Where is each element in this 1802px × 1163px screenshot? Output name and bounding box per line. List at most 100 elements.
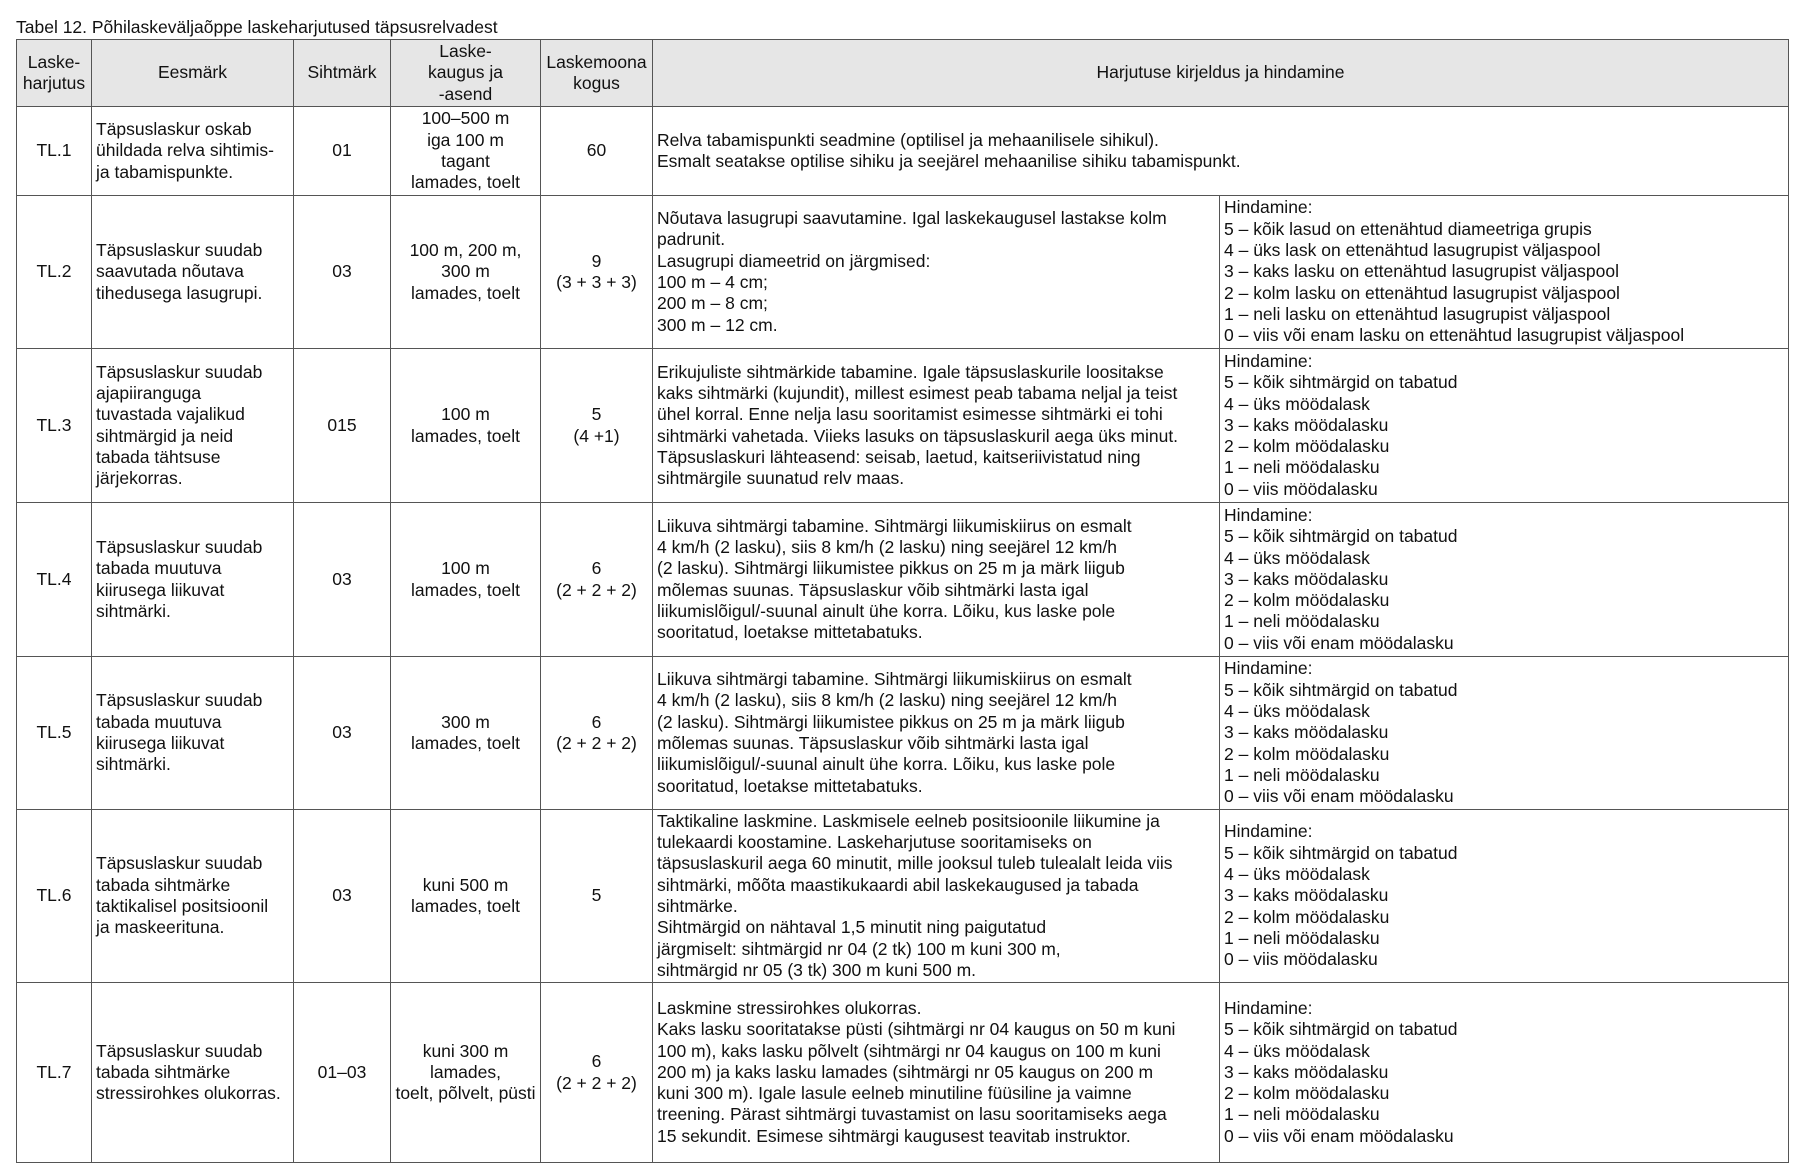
header-text: harjutus [22, 73, 86, 93]
goal-line: ja maskeerituna. [96, 917, 225, 938]
goal-line: ja tabamispunkte. [96, 161, 234, 182]
scoring-line: 0 – viis möödalasku [1224, 949, 1378, 970]
goal-line: Täpsuslaskur suudab [96, 1040, 263, 1061]
ammo-cell: 5 [540, 809, 653, 983]
scoring-line: 2 – kolm möödalasku [1224, 1083, 1390, 1104]
description-line: ühel korral. Enne nelja lasu sooritamist… [657, 404, 1163, 425]
goal-line: kiirusega liikuvat [96, 579, 225, 600]
description-line: kuni 300 m). Igale lasule eelneb minutil… [657, 1083, 1132, 1104]
distance-line: lamades, toelt [411, 579, 520, 600]
description-line: sihtmärke. [657, 896, 738, 916]
exercise-id-cell: TL.4 [16, 502, 92, 657]
target-cell: 03 [293, 195, 391, 349]
exercise-id: TL.5 [36, 722, 72, 743]
goal-line: sihtmärgid ja neid [96, 425, 234, 446]
goal-line: tabada muutuva [96, 711, 222, 732]
scoring-line: 4 – üks möödalask [1224, 864, 1370, 885]
description-line: sihtmärki, mõõta maastikukaardi abil las… [657, 874, 1139, 895]
scoring-line: 3 – kaks möödalasku [1224, 885, 1389, 906]
header-description: Harjutuse kirjeldus ja hindamine [651, 39, 1790, 107]
scoring-line: 5 – kõik sihtmärgid on tabatud [1224, 842, 1458, 863]
goal-cell: Täpsuslaskur suudab tabada sihtmärke takti… [91, 809, 294, 983]
distance-line: 100–500 m [421, 108, 510, 129]
header-exercise: Laske-harjutus [16, 39, 92, 107]
goal-line: tabada sihtmärke [96, 1061, 231, 1082]
scoring-cell: Hindamine: 5 – kõik lasud on ettenähtud d… [1218, 195, 1790, 349]
distance-line: 100 m [441, 558, 490, 579]
scoring-line: 3 – kaks möödalasku [1224, 568, 1389, 589]
distance-cell: kuni 500 m lamades, toelt [390, 809, 541, 983]
distance-line: 300 m [441, 261, 490, 282]
scoring-line: 1 – neli lasku on ettenähtud lasugrupist… [1224, 303, 1611, 324]
distance-line: lamades, toelt [411, 425, 520, 446]
header-text: Laske- [27, 51, 81, 72]
distance-line: lamades, toelt [411, 733, 520, 753]
header-row: Laske-harjutus Eesmärk Sihtmärk Laske-kaugu… [16, 39, 1790, 107]
goal-line: tuvastada vajalikud [96, 404, 245, 425]
exercise-id-cell: TL.1 [16, 106, 92, 196]
header-text: Laske- [439, 41, 492, 62]
scoring-line: 4 – üks möödalask [1224, 1040, 1370, 1061]
header-target: Sihtmärk [293, 39, 391, 107]
description-line: Laskmine stressirohkes olukorras. [657, 997, 922, 1018]
distance-line: 300 m [441, 711, 490, 732]
scoring-line: 3 – kaks möödalasku [1224, 722, 1389, 743]
exercise-id-cell: TL.5 [16, 656, 92, 810]
ammo-line: 5 [591, 404, 602, 425]
header-text: Eesmärk [157, 62, 228, 83]
distance-line: toelt, põlvelt, püsti [395, 1083, 536, 1104]
table-row: TL.1 Täpsuslaskur oskab ühildada relva sih… [16, 106, 1790, 196]
scoring-line: 3 – kaks möödalasku [1224, 1061, 1389, 1082]
description-line: sooritatud, loetakse mittetabatuks. [657, 775, 923, 796]
description-line: 200 m – 8 cm; [657, 293, 768, 314]
description-line: 15 sekundit. Esimese sihtmärgi kaugusest… [657, 1125, 1131, 1146]
description-line: Relva tabamispunkti seadmine (optilisel … [657, 129, 1159, 150]
description-line: sihtmärki vahetada. Viieks lasuks on täp… [657, 425, 1179, 446]
scoring-cell: Hindamine: 5 – kõik sihtmärgid on tabatud… [1218, 348, 1790, 503]
goal-line: tihedusega lasugrupi. [96, 282, 263, 303]
target-value: 03 [332, 261, 352, 282]
scoring-cell: Hindamine: 5 – kõik sihtmärgid on tabatud… [1218, 809, 1790, 983]
goal-line: Täpsuslaskur suudab [96, 690, 263, 711]
goal-cell: Täpsuslaskur suudab tabada muutuva kiiruse… [91, 502, 294, 657]
ammo-line: (2 + 2 + 2) [556, 733, 637, 753]
scoring-line: 1 – neli möödalasku [1224, 764, 1380, 785]
description-line: 4 km/h (2 lasku), siis 8 km/h (2 lasku) … [657, 536, 1118, 557]
scoring-line: 2 – kolm möödalasku [1224, 590, 1390, 611]
scoring-line: 0 – viis või enam möödalasku [1224, 632, 1454, 653]
scoring-line: 5 – kõik sihtmärgid on tabatud [1224, 372, 1458, 393]
target-value: 03 [332, 568, 352, 589]
header-distance: Laske-kaugus ja -asend [390, 39, 541, 107]
goal-cell: Täpsuslaskur suudab saavutada nõutava tihe… [91, 195, 294, 349]
ammo-line: 60 [586, 140, 607, 161]
ammo-line: 6 [591, 1051, 602, 1072]
description-line: mõlemas suunas. Täpsuslaskur võib sihtmä… [657, 733, 1089, 753]
scoring-line: 3 – kaks lasku on ettenähtud lasugrupist… [1224, 261, 1619, 282]
scoring-line: 5 – kõik sihtmärgid on tabatud [1224, 1019, 1458, 1040]
distance-cell: 100 m lamades, toelt [390, 502, 541, 657]
scoring-line: 0 – viis või enam möödalasku [1224, 786, 1454, 807]
ammo-line: 5 [591, 885, 602, 906]
description-line: 200 m) ja kaks lasku lamades (sihtmärgi … [657, 1061, 1154, 1082]
distance-line: kuni 500 m [422, 874, 509, 895]
scoring-line: 4 – üks möödalask [1224, 547, 1370, 568]
distance-line: tagant [441, 151, 490, 171]
goal-line: ühildada relva sihtimis- [96, 140, 274, 161]
description-line: 300 m – 12 cm. [657, 314, 778, 335]
description-line: Täpsuslaskuri lähteasend: seisab, laetud… [657, 446, 1141, 467]
exercise-id: TL.6 [36, 885, 72, 906]
exercise-id: TL.2 [36, 261, 72, 282]
description-line: Taktikaline laskmine. Laskmisele eelneb … [657, 810, 1160, 831]
scoring-line: Hindamine: [1224, 658, 1313, 679]
distance-line: iga 100 m [427, 129, 504, 150]
description-line: tulekaardi koostamine. Laskeharjutuse so… [657, 832, 1092, 853]
description-line: kaks sihtmärki (kujundit), millest esime… [657, 382, 1178, 403]
description-line: treening. Pärast sihtmärgi tuvastamist o… [657, 1104, 1167, 1125]
ammo-line: (2 + 2 + 2) [556, 1072, 637, 1093]
distance-line: 100 m, 200 m, [409, 240, 522, 261]
exercise-id-cell: TL.2 [16, 195, 92, 349]
description-cell: Taktikaline laskmine. Laskmisele eelneb … [652, 809, 1220, 983]
description-line: mõlemas suunas. Täpsuslaskur võib sihtmä… [657, 579, 1089, 600]
target-value: 03 [332, 885, 352, 906]
ammo-line: 6 [591, 711, 602, 732]
